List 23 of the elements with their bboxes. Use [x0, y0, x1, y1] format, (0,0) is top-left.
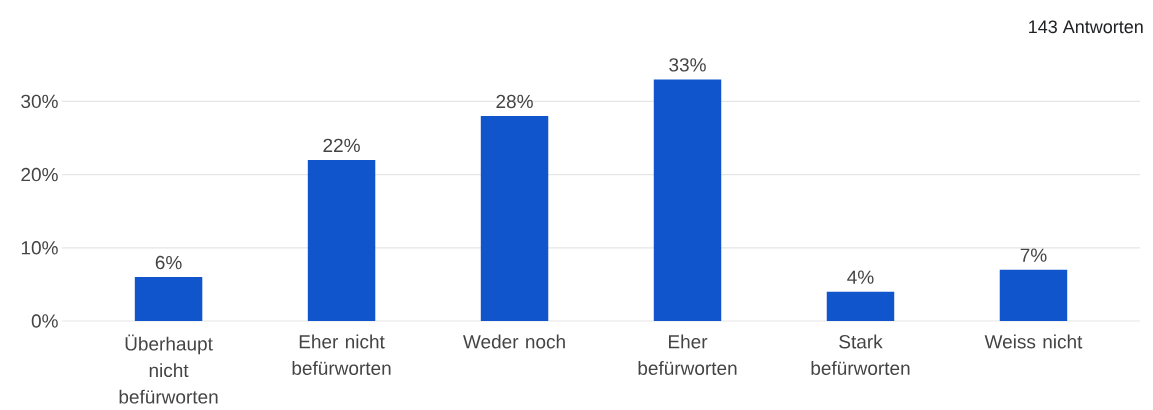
- bar: [653, 79, 722, 321]
- data-label: 22%: [323, 138, 360, 153]
- x-tick-label: Überhaupt nicht befürworten: [119, 334, 218, 404]
- bar: [134, 277, 203, 321]
- y-tick-label: 20%: [21, 167, 58, 182]
- data-label: 6%: [155, 255, 182, 270]
- x-tick-label: Stark befürworten: [811, 334, 910, 375]
- x-tick-label: Eher nicht befürworten: [292, 334, 391, 375]
- data-label: 28%: [496, 94, 533, 109]
- data-label: 33%: [669, 58, 706, 72]
- y-tick-label: 10%: [21, 241, 58, 255]
- x-tick-label: Weiss nicht: [984, 334, 1083, 349]
- y-tick-label: 30%: [21, 94, 58, 109]
- bar: [480, 116, 549, 321]
- x-tick-label: Eher befürworten: [638, 334, 737, 375]
- y-tick-label: 0%: [31, 314, 58, 328]
- bar: [999, 269, 1068, 321]
- bar: [826, 291, 895, 321]
- text: 143 Antworten: [1029, 20, 1143, 34]
- x-tick-label: Weder noch: [463, 334, 565, 349]
- bar: [307, 159, 376, 321]
- data-label: 7%: [1020, 248, 1047, 262]
- data-label: 4%: [847, 270, 874, 284]
